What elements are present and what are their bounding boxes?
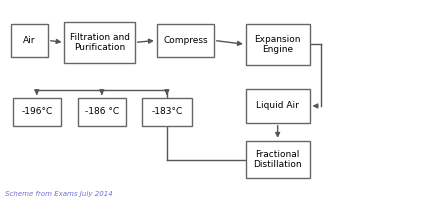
FancyBboxPatch shape — [246, 141, 310, 178]
FancyBboxPatch shape — [11, 24, 48, 57]
Text: Liquid Air: Liquid Air — [256, 101, 299, 110]
Text: Expansion
Engine: Expansion Engine — [254, 35, 301, 54]
FancyBboxPatch shape — [12, 98, 61, 126]
FancyBboxPatch shape — [157, 24, 214, 57]
FancyBboxPatch shape — [78, 98, 126, 126]
Text: -183°C: -183°C — [151, 107, 183, 116]
Text: Compress: Compress — [163, 36, 208, 45]
Text: Filtration and
Purification: Filtration and Purification — [70, 33, 130, 52]
Text: Scheme from Exams July 2014: Scheme from Exams July 2014 — [5, 191, 113, 197]
FancyBboxPatch shape — [246, 89, 310, 123]
Text: -196°C: -196°C — [21, 107, 52, 116]
Text: -186 °C: -186 °C — [85, 107, 119, 116]
Text: Fractional
Distillation: Fractional Distillation — [253, 150, 302, 169]
FancyBboxPatch shape — [142, 98, 192, 126]
Text: Air: Air — [23, 36, 36, 45]
FancyBboxPatch shape — [246, 24, 310, 65]
FancyBboxPatch shape — [64, 22, 135, 63]
